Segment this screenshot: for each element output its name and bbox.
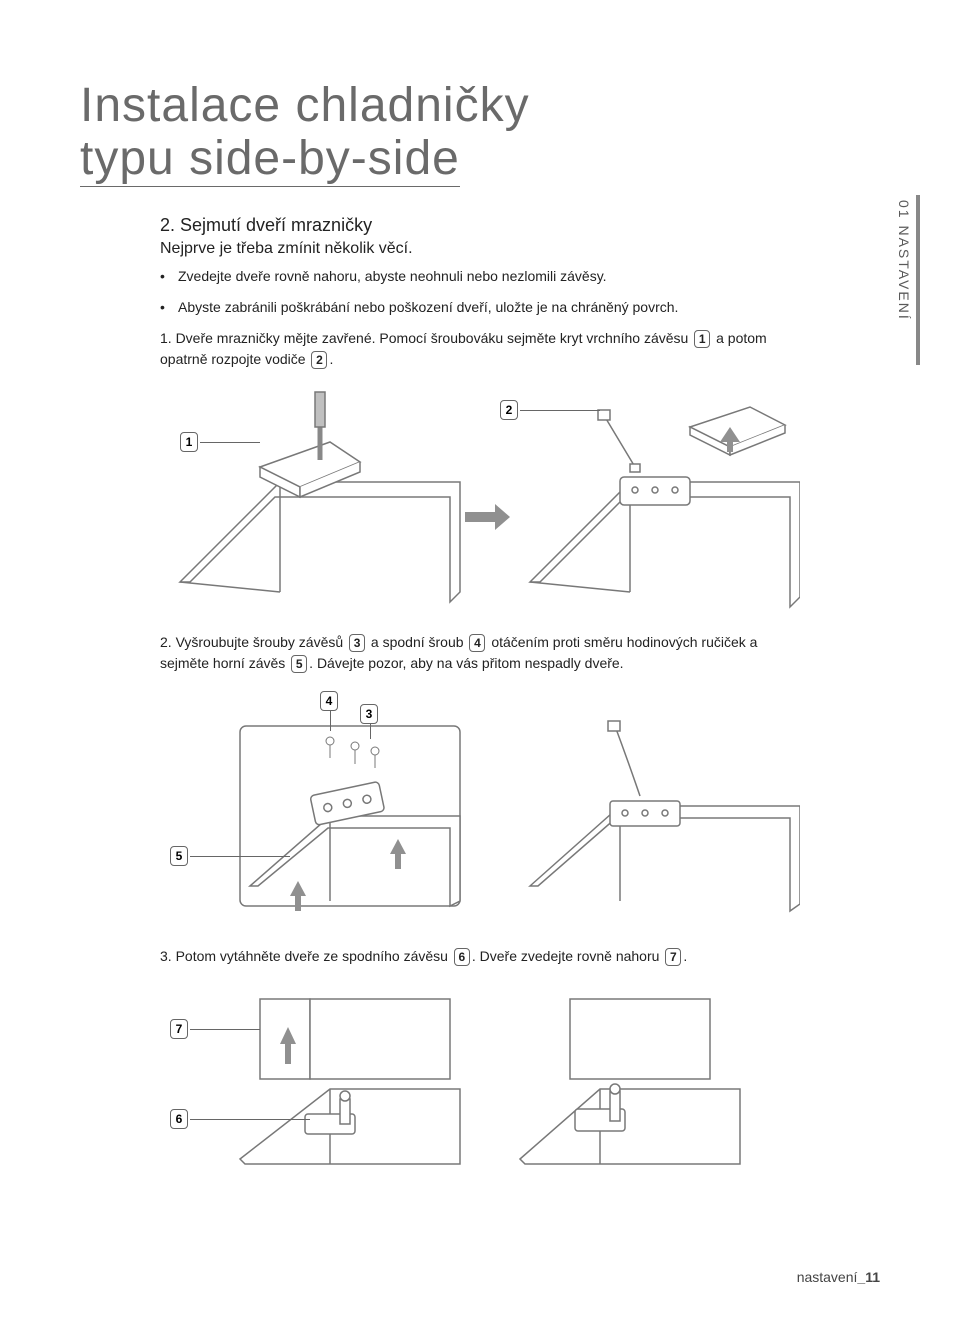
figure-callout-1: 1 (180, 432, 198, 452)
figure-callout-4: 4 (320, 691, 338, 711)
bullet-item: Zvedejte dveře rovně nahoru, abyste neoh… (178, 266, 800, 287)
section-intro: Nejprve je třeba zmínit několik věcí. (160, 240, 800, 258)
figure-callout-5: 5 (170, 846, 188, 866)
callout-1: 1 (694, 330, 710, 348)
callout-leader (190, 1119, 310, 1120)
callout-3: 3 (349, 634, 365, 652)
section-tab: 01 NASTAVENÍ (896, 200, 912, 321)
step-3: 3. Potom vytáhněte dveře ze spodního záv… (160, 946, 800, 967)
callout-leader (520, 410, 600, 411)
callout-2: 2 (311, 351, 327, 369)
figure-callout-3: 3 (360, 704, 378, 724)
callout-4: 4 (469, 634, 485, 652)
page-footer: nastavení_11 (797, 1269, 880, 1285)
title-line1: Instalace chladničky (80, 79, 530, 132)
figure-2: 4 3 5 (160, 686, 800, 926)
footer-section: nastavení (797, 1269, 858, 1285)
callout-leader (330, 711, 331, 731)
page-title: Instalace chladničky typu side-by-side (80, 80, 880, 187)
callout-6: 6 (454, 948, 470, 966)
bullet-list: Zvedejte dveře rovně nahoru, abyste neoh… (160, 266, 800, 318)
footer-page: _11 (857, 1269, 880, 1285)
callout-leader (370, 724, 371, 739)
figure-callout-7: 7 (170, 1019, 188, 1039)
sidetab-bar (916, 195, 920, 365)
section-heading: 2. Sejmutí dveří mrazničky (160, 215, 800, 236)
callout-5: 5 (291, 655, 307, 673)
step-2: 2. Vyšroubujte šrouby závěsů 3 a spodní … (160, 632, 800, 674)
callout-leader (190, 856, 290, 857)
callout-7: 7 (665, 948, 681, 966)
figure-1: 1 2 (160, 382, 800, 612)
title-line2: typu side-by-side (80, 133, 460, 187)
callout-leader (200, 442, 260, 443)
figure-3: 7 6 (160, 979, 800, 1179)
callout-leader (190, 1029, 260, 1030)
figure-callout-2: 2 (500, 400, 518, 420)
figure-callout-6: 6 (170, 1109, 188, 1129)
bullet-item: Abyste zabránili poškrábání nebo poškoze… (178, 297, 800, 318)
step-1: 1. Dveře mrazničky mějte zavřené. Pomocí… (160, 328, 800, 370)
